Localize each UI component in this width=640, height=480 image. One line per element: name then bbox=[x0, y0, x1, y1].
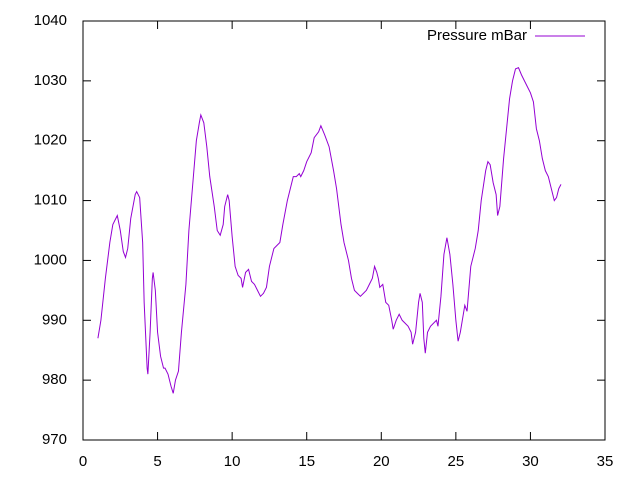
y-tick-label: 970 bbox=[42, 431, 67, 448]
y-tick-label: 1030 bbox=[34, 72, 67, 89]
x-tick-label: 35 bbox=[597, 453, 614, 470]
x-tick-label: 15 bbox=[298, 453, 315, 470]
y-tick-label: 1040 bbox=[34, 12, 67, 29]
y-tick-label: 990 bbox=[42, 311, 67, 328]
y-tick-label: 1000 bbox=[34, 251, 67, 268]
plot-border bbox=[82, 20, 606, 441]
x-tick-label: 10 bbox=[224, 453, 241, 470]
x-tick-label: 5 bbox=[153, 453, 161, 470]
x-tick-label: 20 bbox=[373, 453, 390, 470]
x-tick-label: 0 bbox=[79, 453, 87, 470]
y-tick-label: 1010 bbox=[34, 192, 67, 209]
line-series bbox=[97, 67, 562, 394]
legend-label: Pressure mBar bbox=[427, 27, 527, 44]
x-tick-label: 25 bbox=[448, 453, 465, 470]
x-tick-label: 30 bbox=[522, 453, 539, 470]
y-tick-label: 1020 bbox=[34, 132, 67, 149]
y-tick-label: 980 bbox=[42, 371, 67, 388]
